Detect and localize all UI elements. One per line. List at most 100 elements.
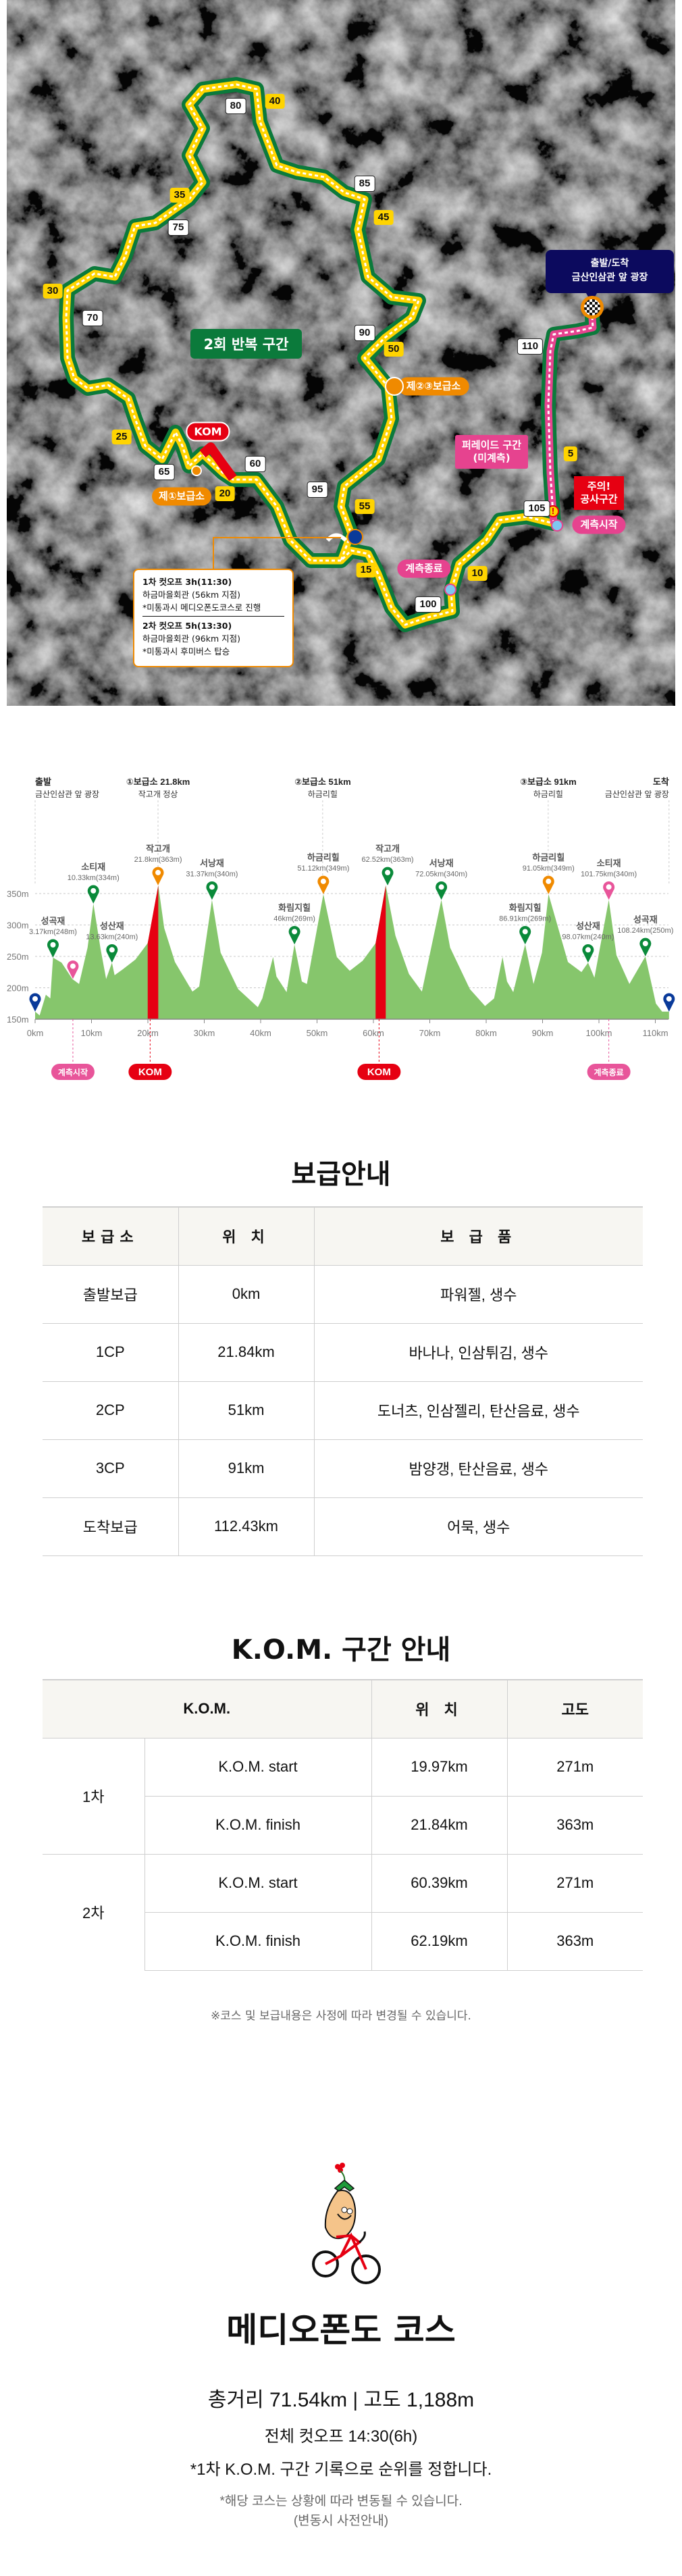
location-cell: 62.19km [371, 1911, 507, 1971]
station-cell: 출발보급 [43, 1264, 178, 1323]
km-marker-35: 35 [169, 188, 190, 203]
km-marker-75: 75 [167, 220, 189, 236]
station-cell: 2CP [43, 1381, 178, 1439]
x-tick-label: 50km [307, 1028, 328, 1038]
station-cell: 도착보급 [43, 1497, 178, 1556]
y-tick-label: 250m [7, 952, 29, 962]
peak-detail: 46km(269m) [273, 915, 315, 923]
u-turn-marker [347, 529, 363, 545]
peak-detail: 31.37km(340m) [186, 870, 238, 878]
pin-hole [50, 942, 56, 948]
x-tick-label: 60km [363, 1028, 384, 1038]
col-header-location: 위 치 [371, 1679, 507, 1738]
pin-hole [70, 963, 76, 969]
elevation-pin: 성산재 98.07km(240m) [562, 921, 614, 963]
peak-name: 소티재 [597, 858, 621, 868]
map-pin-icon [663, 993, 675, 1012]
pin-hole [522, 929, 528, 935]
x-tick-label: 110km [642, 1028, 668, 1038]
peak-name: 화림지힐 [278, 902, 311, 912]
elevation-pin: 성곡재 108.24km(250m) [617, 915, 673, 956]
km-marker-50: 50 [384, 342, 404, 357]
peak-name: 화림지힐 [509, 902, 542, 912]
course-change-note: ※코스 및 보급내용은 사정에 따라 변경될 수 있습니다. [211, 2009, 471, 2023]
pin-hole [109, 947, 115, 953]
peak-detail: 72.05km(340m) [415, 870, 467, 878]
items-cell: 바나나, 인삼튀김, 생수 [313, 1322, 643, 1381]
map-pin-icon [87, 885, 99, 904]
peak-detail: 13.63km(240m) [86, 933, 138, 941]
kom-row: 2차 K.O.M. start 60.39km 271m [43, 1853, 643, 1970]
km-marker-40: 40 [265, 94, 285, 109]
peak-detail: 62.52km(363m) [362, 856, 414, 864]
kom-segment [199, 442, 237, 482]
start-finish-callout: 출발/도착 금산인삼관 앞 광장 [546, 250, 674, 293]
col-header-altitude: 고도 [506, 1679, 643, 1738]
location-cell: 19.97km [371, 1737, 507, 1796]
location-cell: 91km [178, 1439, 314, 1497]
pin-hole [585, 947, 591, 953]
x-tick-label: 10km [81, 1028, 103, 1038]
header-title: ③보급소 91km [520, 777, 577, 787]
altitude-cell: 271m [506, 1853, 643, 1912]
station-cell: 1CP [43, 1322, 178, 1381]
elevation-pin [67, 960, 79, 979]
header-title: 도착 [653, 777, 669, 787]
km-marker-100: 100 [415, 596, 442, 613]
km-marker-85: 85 [354, 176, 375, 192]
divider [142, 616, 284, 617]
pin-hole [320, 878, 326, 884]
pin-hole [90, 887, 97, 894]
badge [357, 1064, 401, 1080]
y-tick-label: 350m [7, 889, 29, 899]
pin-hole [155, 869, 161, 875]
km-marker-65: 65 [153, 464, 175, 480]
map-terrain [7, 0, 675, 706]
kom-table: K.O.M. 위 치 고도 1차 K.O.M. start 19.97km 271m K… [43, 1679, 643, 1971]
col-header-kom: K.O.M. [43, 1679, 371, 1738]
km-marker-95: 95 [307, 482, 328, 498]
return-line [547, 317, 594, 524]
pin-hole [546, 878, 552, 884]
peak-name: 하금리힐 [307, 852, 340, 862]
kom-row: 1차 K.O.M. start 19.97km 271m [43, 1737, 643, 1854]
x-tick-label: 40km [250, 1028, 271, 1038]
x-tick-label: 70km [419, 1028, 441, 1038]
kom-round-cell: 2차 [43, 1853, 145, 1970]
badge [51, 1064, 95, 1080]
x-tick-label: 0km [27, 1028, 44, 1038]
pin-hole [666, 996, 672, 1002]
pin-hole [438, 884, 444, 890]
construction-caution-label: 주의! 공사구간 [574, 476, 624, 510]
supply-row: 도착보급 112.43km 어묵, 생수 [43, 1497, 643, 1556]
first-cutoff-note: *미통과시 메디오폰도코스로 진행 [142, 602, 261, 613]
map-pin-icon [542, 875, 554, 894]
peak-detail: 21.8km(363m) [134, 856, 182, 864]
supply-station-1-marker [191, 465, 202, 476]
timing-start-marker [551, 519, 563, 532]
badge-label: KOM [367, 1066, 391, 1078]
medio-change-notice: (변동시 사전안내) [293, 2514, 389, 2528]
altitude-cell: 363m [506, 1911, 643, 1971]
checkered-flag-icon [581, 296, 604, 319]
start-finish-place: 금산인삼관 앞 광장 [571, 272, 648, 283]
elevation-pin: 소티재 10.33km(334m) [68, 862, 120, 904]
map-pin-icon [152, 867, 164, 885]
cutoff-connector [213, 537, 341, 569]
km-marker-15: 15 [356, 563, 376, 577]
elevation-pin: 성곡재 3.17km(248m) [29, 916, 77, 958]
x-tick-label: 30km [194, 1028, 215, 1038]
supply-row: 3CP 91km 밤양갱, 탄산음료, 생수 [43, 1439, 643, 1497]
km-marker-70: 70 [82, 310, 103, 326]
medio-cutoff: 전체 컷오프 14:30(6h) [264, 2427, 418, 2446]
medio-course-title: 메디오폰도 코스 [226, 2311, 456, 2350]
km-marker-45: 45 [373, 210, 394, 225]
cutoff-info-box: 1차 컷오프 3h(11:30) 하금마을회관 (56km 지점) *미통과시 … [133, 569, 294, 667]
peak-name: 성산재 [576, 921, 600, 931]
km-marker-90: 90 [354, 325, 375, 341]
parade-section-label: 퍼레이드 구간 (미계측) [454, 435, 529, 469]
pin-hole [385, 869, 391, 875]
timing-end-marker [444, 584, 456, 596]
location-cell: 21.84km [371, 1795, 507, 1854]
elevation-pin: 하금리힐 91.05km(349m) [523, 852, 575, 894]
